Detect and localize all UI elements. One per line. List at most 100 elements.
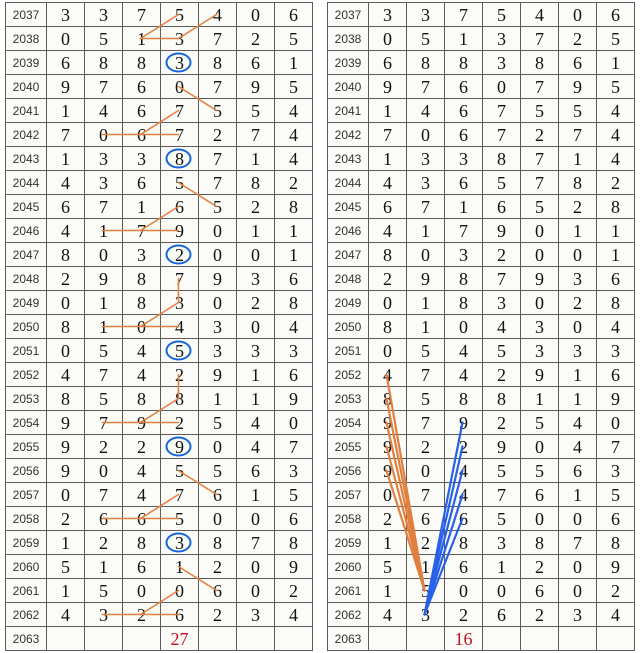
table-row: 20508104304 <box>6 315 313 339</box>
row-id: 2060 <box>328 555 369 579</box>
table-row: 20427067274 <box>6 123 313 147</box>
tables-wrapper: 2037337540620380513725203968838612040976… <box>2 2 638 651</box>
data-cell: 6 <box>47 51 85 75</box>
table-row: 20396883861 <box>6 51 313 75</box>
data-cell: 8 <box>47 315 85 339</box>
data-cell: 5 <box>483 3 521 27</box>
row-id: 2044 <box>328 171 369 195</box>
data-cell <box>237 627 275 651</box>
data-cell: 1 <box>559 387 597 411</box>
data-cell: 2 <box>369 507 407 531</box>
data-cell: 1 <box>275 51 313 75</box>
data-cell: 7 <box>85 195 123 219</box>
data-cell: 8 <box>407 51 445 75</box>
data-cell: 1 <box>47 579 85 603</box>
data-cell: 0 <box>521 291 559 315</box>
data-cell: 6 <box>123 171 161 195</box>
row-id: 2046 <box>6 219 47 243</box>
data-cell: 2 <box>199 555 237 579</box>
data-cell: 1 <box>597 219 635 243</box>
table-row: 20380513725 <box>328 27 635 51</box>
table-row: 20624326234 <box>6 603 313 627</box>
data-cell: 6 <box>597 507 635 531</box>
data-cell: 3 <box>445 147 483 171</box>
data-cell: 6 <box>275 363 313 387</box>
data-cell: 2 <box>275 579 313 603</box>
data-cell: 9 <box>369 435 407 459</box>
row-id: 2049 <box>6 291 47 315</box>
data-cell: 0 <box>275 411 313 435</box>
data-cell: 7 <box>407 363 445 387</box>
data-cell <box>483 627 521 651</box>
row-id: 2058 <box>328 507 369 531</box>
data-cell <box>123 627 161 651</box>
data-cell: 0 <box>445 579 483 603</box>
data-cell: 7 <box>445 219 483 243</box>
data-cell: 6 <box>275 3 313 27</box>
data-cell: 3 <box>483 531 521 555</box>
data-cell: 4 <box>483 315 521 339</box>
data-cell: 1 <box>275 243 313 267</box>
data-cell: 2 <box>521 603 559 627</box>
data-cell: 3 <box>483 291 521 315</box>
data-cell: 4 <box>597 315 635 339</box>
data-cell: 9 <box>123 411 161 435</box>
data-cell: 1 <box>85 315 123 339</box>
table-row: 20444365782 <box>328 171 635 195</box>
data-cell: 5 <box>483 171 521 195</box>
data-cell: 7 <box>407 411 445 435</box>
data-cell: 5 <box>161 339 199 363</box>
row-id: 2052 <box>328 363 369 387</box>
data-cell: 1 <box>47 99 85 123</box>
data-cell: 7 <box>123 219 161 243</box>
data-cell: 2 <box>483 411 521 435</box>
data-cell: 2 <box>559 195 597 219</box>
row-id: 2042 <box>328 123 369 147</box>
data-cell: 0 <box>85 243 123 267</box>
row-id: 2060 <box>6 555 47 579</box>
row-id: 2061 <box>6 579 47 603</box>
data-cell: 7 <box>237 123 275 147</box>
data-cell: 2 <box>521 123 559 147</box>
row-id: 2052 <box>6 363 47 387</box>
data-cell: 6 <box>275 267 313 291</box>
table-row: 20591283878 <box>328 531 635 555</box>
data-cell: 8 <box>85 51 123 75</box>
row-id: 2043 <box>328 147 369 171</box>
data-table: 2037337540620380513725203968838612040976… <box>327 2 635 651</box>
data-cell: 6 <box>407 507 445 531</box>
data-cell: 7 <box>369 123 407 147</box>
data-cell: 8 <box>483 147 521 171</box>
row-id: 2057 <box>328 483 369 507</box>
data-cell: 3 <box>47 3 85 27</box>
data-cell: 5 <box>369 555 407 579</box>
data-cell: 8 <box>123 531 161 555</box>
data-cell: 3 <box>161 531 199 555</box>
row-id: 2048 <box>6 267 47 291</box>
row-id: 2049 <box>328 291 369 315</box>
row-id: 2055 <box>6 435 47 459</box>
table-row: 20373375406 <box>328 3 635 27</box>
row-id: 2038 <box>6 27 47 51</box>
data-cell: 0 <box>85 459 123 483</box>
data-cell: 2 <box>47 507 85 531</box>
data-cell: 0 <box>407 459 445 483</box>
data-cell: 8 <box>123 387 161 411</box>
data-cell: 6 <box>123 75 161 99</box>
data-cell: 6 <box>597 267 635 291</box>
table-row: 20478032001 <box>328 243 635 267</box>
data-cell: 2 <box>407 531 445 555</box>
data-cell: 5 <box>559 99 597 123</box>
row-id: 2059 <box>6 531 47 555</box>
data-cell: 4 <box>559 435 597 459</box>
row-id: 2039 <box>6 51 47 75</box>
data-cell: 3 <box>483 51 521 75</box>
data-cell: 4 <box>445 339 483 363</box>
data-cell: 3 <box>597 459 635 483</box>
row-id: 2048 <box>328 267 369 291</box>
data-cell: 3 <box>237 267 275 291</box>
table-row: 20611500602 <box>6 579 313 603</box>
data-cell: 2 <box>559 291 597 315</box>
data-cell: 9 <box>47 435 85 459</box>
data-cell: 6 <box>445 171 483 195</box>
